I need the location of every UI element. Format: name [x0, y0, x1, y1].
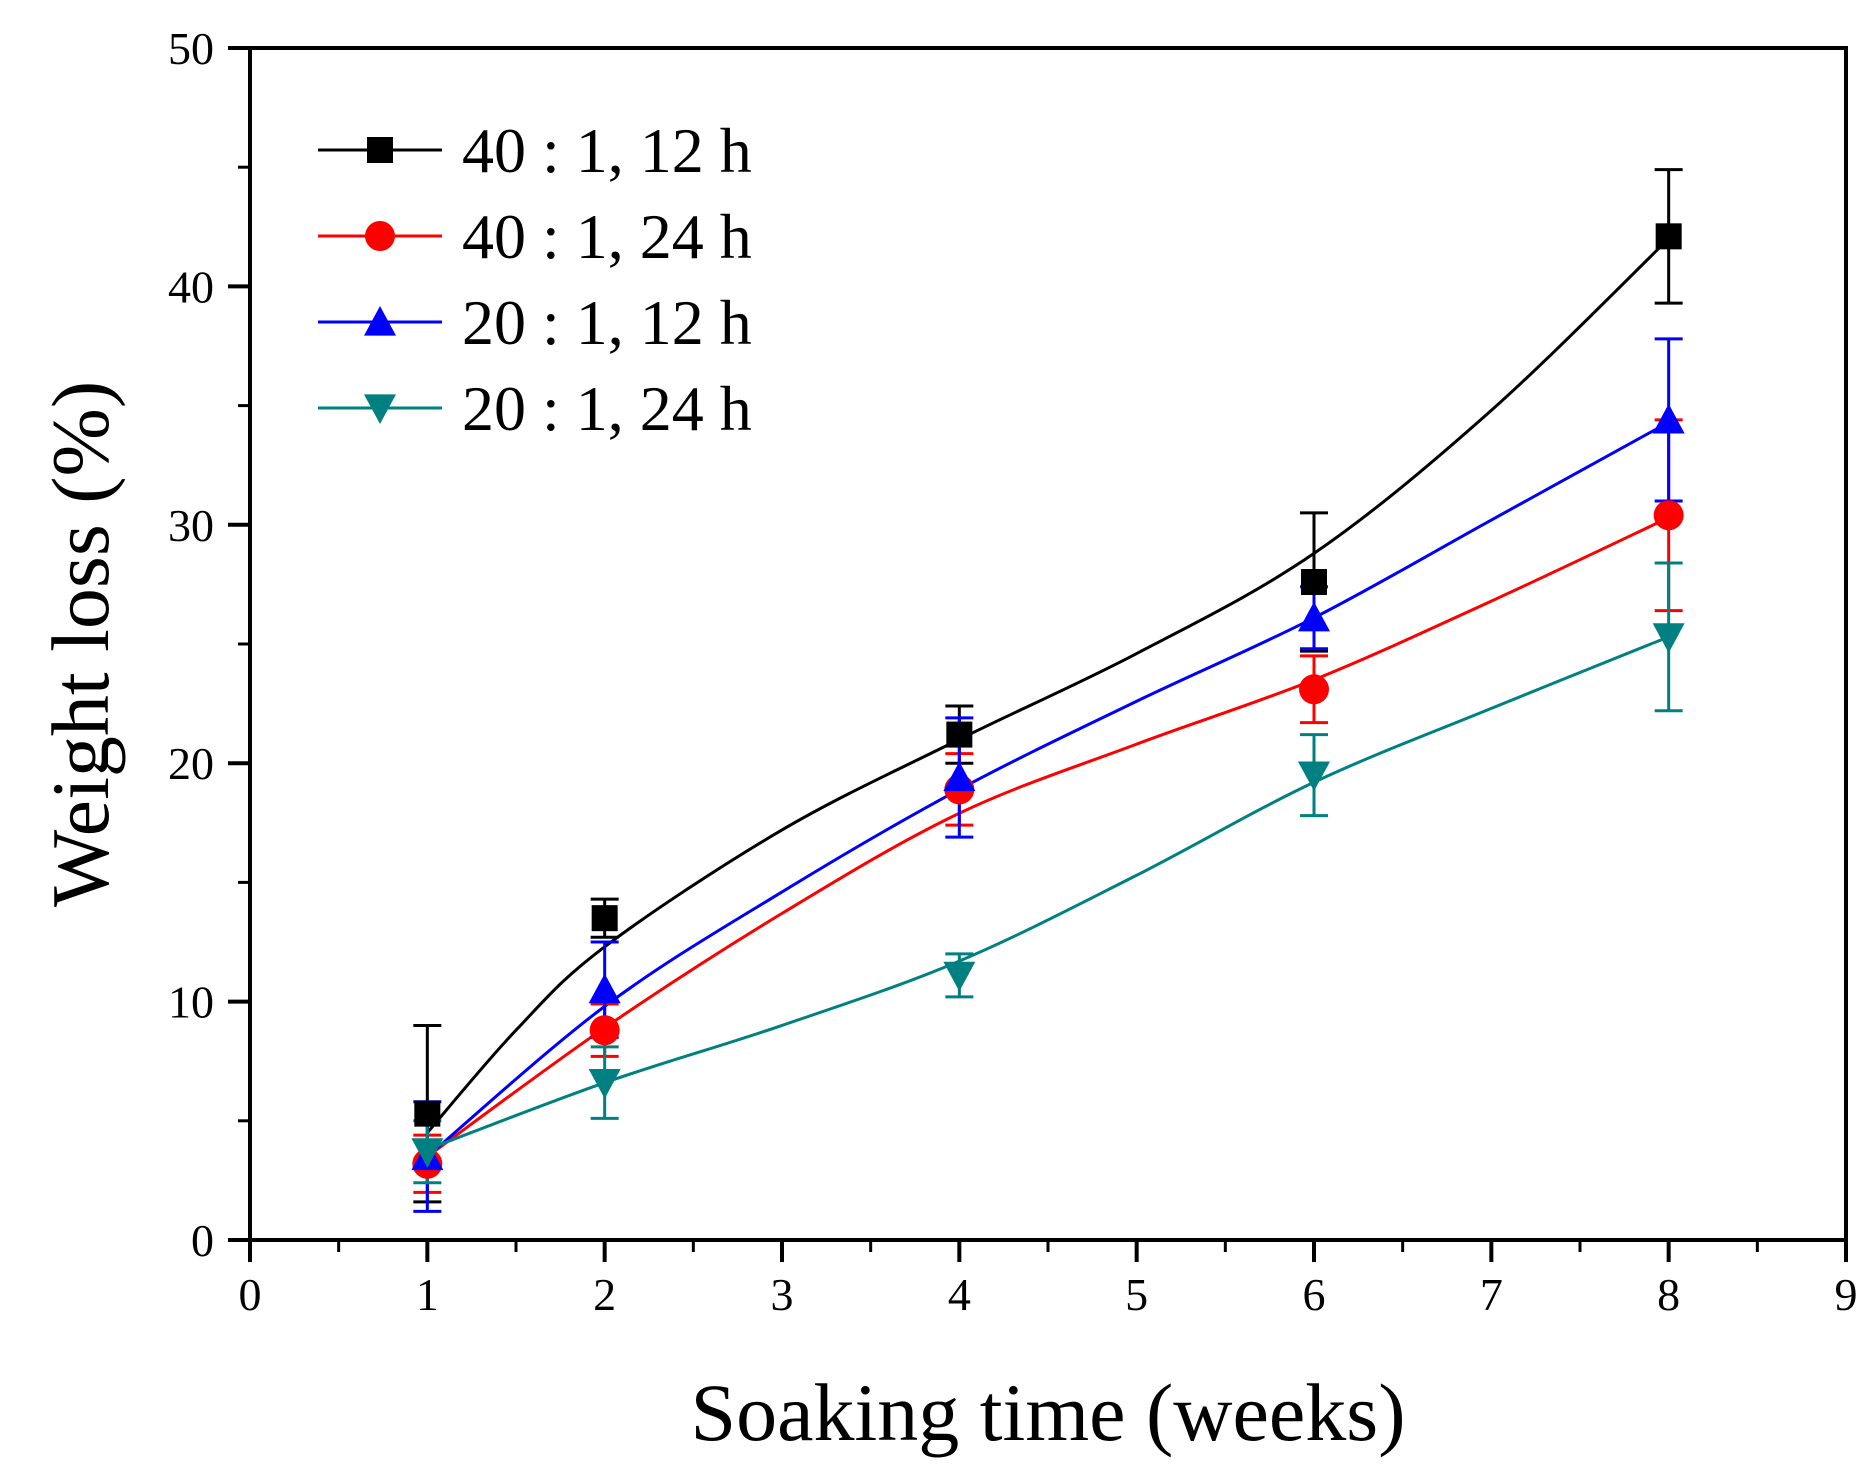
data-point-40-1-12-h-4	[946, 721, 973, 748]
legend-label: 20 : 1, 12 h	[462, 287, 752, 358]
x-tick-labels: 0 1 2 3 4 5 6 7 8 9	[239, 1269, 1858, 1320]
data-point-20-1-12-h-8	[1652, 403, 1685, 434]
data-point-20-1-24-h-1	[411, 1138, 444, 1168]
data-point-20-1-12-h-6	[1298, 601, 1330, 632]
data-point-20-1-24-h-8	[1652, 623, 1685, 653]
legend-marker-40-1-24-h	[365, 221, 395, 251]
x-tick-label-2: 2	[593, 1269, 616, 1320]
data-point-20-1-24-h-6	[1298, 761, 1330, 792]
x-tick-label-3: 3	[771, 1269, 794, 1320]
legend-item-20-1-12-h: 20 : 1, 12 h	[318, 287, 752, 358]
x-tick-label-8: 8	[1657, 1269, 1680, 1320]
y-tick-label-10: 10	[168, 977, 214, 1028]
data-point-40-1-12-h-1	[414, 1100, 441, 1127]
y-tick-label-50: 50	[168, 23, 214, 74]
y-tick-label-30: 30	[168, 500, 214, 551]
y-tick-label-0: 0	[191, 1215, 214, 1266]
fit-curve-40-1-12-h	[426, 237, 1670, 1134]
y-tick-label-20: 20	[168, 738, 214, 789]
data-point-20-1-24-h-2	[588, 1069, 621, 1099]
legend-marker-20-1-12-h	[364, 306, 396, 336]
axis-ticks	[228, 46, 1848, 1262]
y-tick-label-40: 40	[168, 261, 214, 312]
data-point-20-1-24-h-4	[943, 961, 976, 992]
legend-item-40-1-12-h: 40 : 1, 12 h	[318, 115, 752, 186]
legend-item-40-1-24-h: 40 : 1, 24 h	[318, 201, 752, 272]
fit-curve-20-1-24-h	[426, 635, 1670, 1151]
y-tick-labels: 0 10 20 30 40 50	[168, 23, 214, 1266]
x-tick-label-7: 7	[1480, 1269, 1503, 1320]
x-axis-title: Soaking time (weeks)	[690, 1367, 1405, 1458]
x-tick-label-9: 9	[1835, 1269, 1858, 1320]
legend: 40 : 1, 12 h 40 : 1, 24 h 20 : 1, 12 h 20 :…	[318, 115, 752, 444]
x-tick-label-6: 6	[1303, 1269, 1326, 1320]
x-tick-label-4: 4	[948, 1269, 971, 1320]
data-markers	[411, 223, 1685, 1179]
data-point-40-1-12-h-8	[1655, 223, 1682, 250]
data-point-20-1-12-h-4	[943, 761, 976, 792]
legend-label: 40 : 1, 24 h	[462, 201, 752, 272]
data-point-20-1-12-h-2	[588, 973, 621, 1004]
x-tick-label-5: 5	[1125, 1269, 1148, 1320]
data-point-40-1-24-h-6	[1299, 674, 1329, 705]
data-point-40-1-24-h-8	[1653, 500, 1684, 531]
legend-label: 20 : 1, 24 h	[462, 373, 752, 444]
data-point-40-1-24-h-2	[589, 1015, 620, 1046]
legend-marker-40-1-12-h	[367, 137, 393, 163]
legend-item-20-1-24-h: 20 : 1, 24 h	[318, 373, 752, 444]
y-axis-title: Weight loss (%)	[35, 381, 126, 907]
x-tick-label-0: 0	[239, 1269, 262, 1320]
legend-marker-20-1-24-h	[364, 394, 396, 424]
legend-label: 40 : 1, 12 h	[462, 115, 752, 186]
data-point-40-1-12-h-2	[591, 905, 618, 932]
x-tick-label-1: 1	[416, 1269, 439, 1320]
fit-curve-40-1-24-h	[426, 516, 1670, 1158]
data-point-40-1-12-h-6	[1301, 569, 1327, 596]
